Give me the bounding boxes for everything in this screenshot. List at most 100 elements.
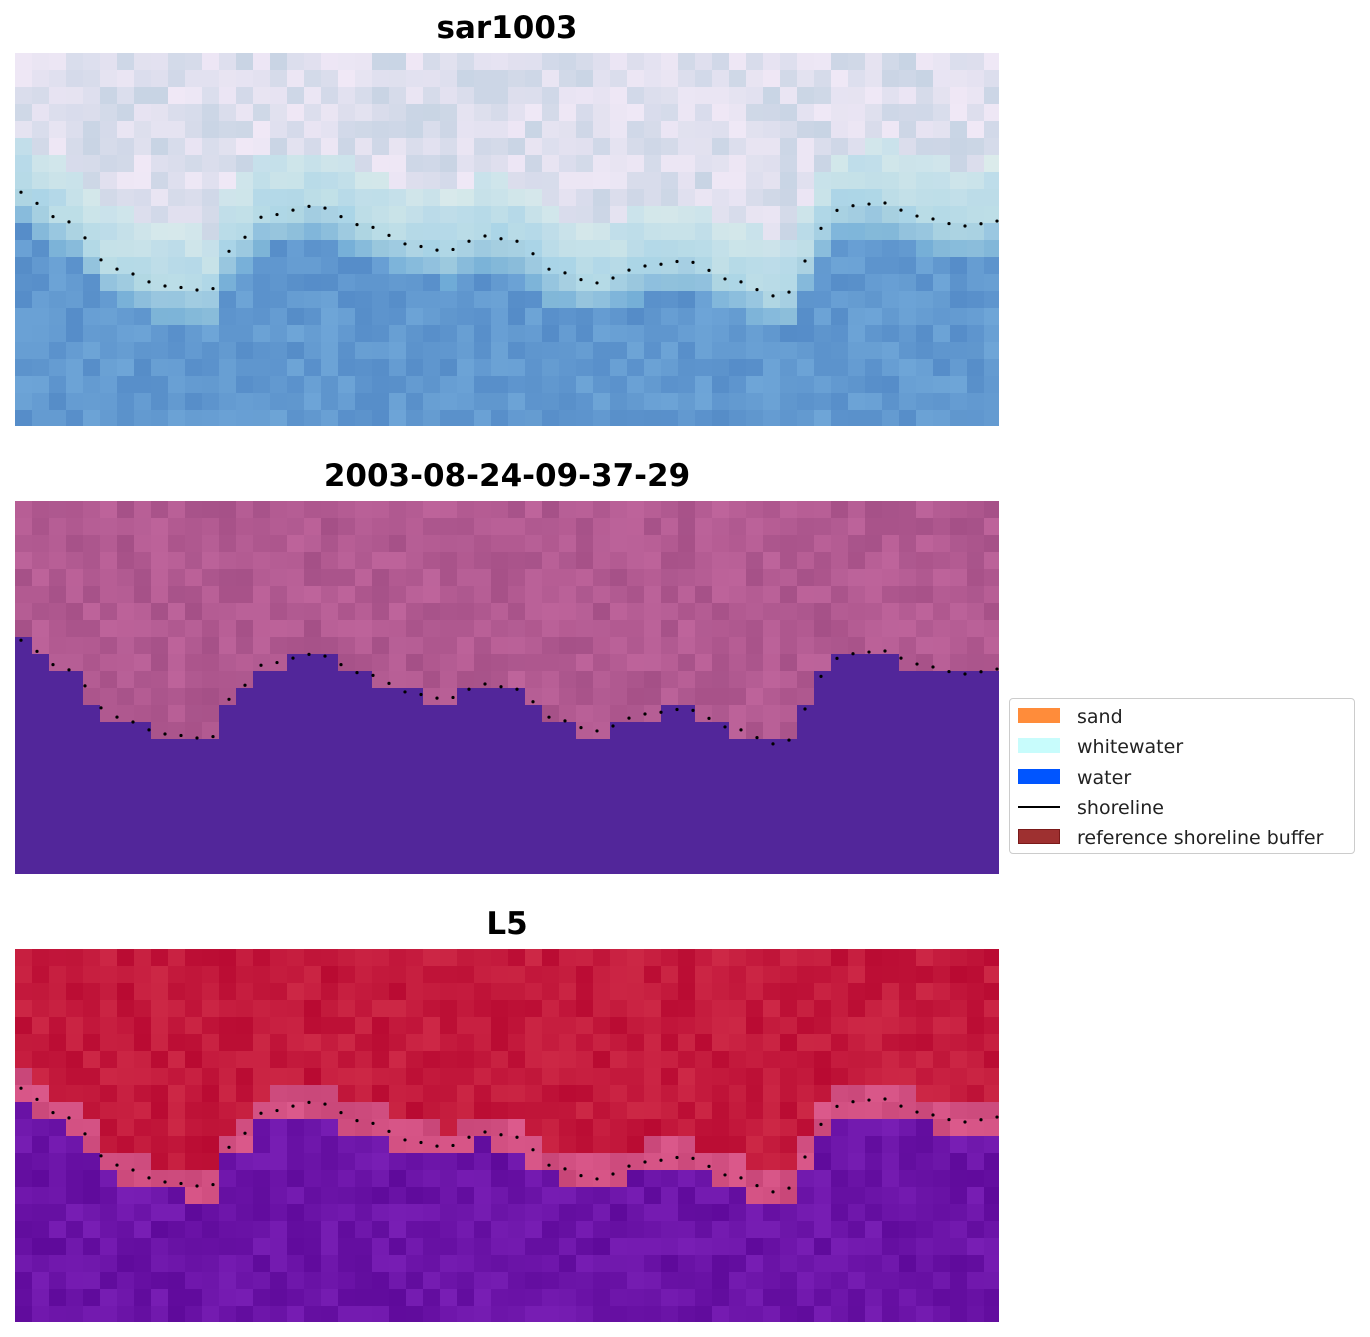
shoreline-point: [307, 204, 311, 208]
shoreline-point: [243, 235, 247, 239]
shoreline-point: [883, 649, 887, 653]
shoreline-point: [147, 1176, 151, 1180]
shoreline-point: [35, 649, 39, 653]
shoreline-point: [35, 201, 39, 205]
shoreline-point: [131, 720, 135, 724]
shoreline-point: [339, 1110, 343, 1115]
shoreline-point: [147, 280, 151, 284]
shoreline-point: [195, 1184, 199, 1188]
shoreline-point: [995, 1115, 999, 1119]
shoreline-point: [755, 736, 759, 740]
shoreline-point: [115, 715, 119, 719]
shoreline-point: [787, 738, 791, 742]
shoreline-point: [915, 1110, 919, 1114]
shoreline-point: [387, 233, 391, 238]
shoreline-point: [867, 1098, 871, 1102]
shoreline-point: [659, 262, 663, 266]
shoreline-point: [371, 1121, 375, 1125]
shoreline-point: [563, 271, 567, 275]
shoreline-point: [627, 268, 631, 272]
shoreline-point: [579, 1174, 583, 1178]
shoreline-point: [563, 719, 567, 723]
shoreline-point: [291, 208, 295, 212]
shoreline-point: [275, 660, 279, 665]
shoreline-point: [867, 650, 871, 654]
shoreline-point: [435, 248, 439, 252]
shoreline-point: [275, 1108, 279, 1113]
shoreline-point: [195, 288, 199, 292]
shoreline-point: [419, 692, 423, 697]
shoreline-point: [659, 1158, 663, 1162]
legend-item-water: water: [1010, 765, 1354, 789]
shoreline-point: [403, 242, 407, 246]
shoreline-point: [851, 204, 855, 208]
classification-map: [15, 501, 999, 874]
shoreline-point: [803, 259, 807, 263]
shoreline-point: [787, 290, 791, 294]
shoreline-point: [611, 1172, 615, 1176]
shoreline-point: [691, 260, 695, 264]
legend-item-sand: sand: [1010, 704, 1354, 728]
shoreline-point: [819, 226, 823, 230]
shoreline-point: [979, 222, 983, 226]
shoreline-point: [35, 1097, 39, 1101]
shoreline-point: [643, 1160, 647, 1164]
shoreline-point: [467, 1135, 471, 1139]
shoreline-point: [803, 1155, 807, 1159]
shoreline-point: [131, 272, 135, 276]
shoreline-point: [115, 1163, 119, 1167]
shoreline-point: [531, 700, 535, 704]
shoreline-point: [931, 217, 935, 221]
shoreline-point: [227, 697, 231, 701]
water-index-panel: [15, 949, 999, 1322]
shoreline-point: [595, 729, 599, 733]
shoreline-point: [979, 670, 983, 674]
legend: sand whitewater water shoreline referenc…: [1009, 698, 1355, 854]
shoreline-point: [515, 239, 519, 243]
shoreline-point: [211, 286, 215, 291]
shoreline-point: [499, 237, 503, 241]
shoreline-point: [755, 288, 759, 292]
legend-label-reference-buffer: reference shoreline buffer: [1077, 827, 1324, 849]
shoreline-point: [83, 236, 87, 240]
shoreline-point: [19, 638, 23, 642]
shoreline-point: [515, 687, 519, 691]
legend-swatch-whitewater: [1018, 738, 1060, 753]
legend-label-sand: sand: [1077, 706, 1123, 728]
shoreline-point: [483, 1130, 487, 1134]
shoreline-point: [579, 278, 583, 282]
shoreline-point: [195, 736, 199, 740]
shoreline-point: [51, 215, 55, 219]
legend-label-whitewater: whitewater: [1077, 736, 1184, 758]
shoreline-point: [627, 716, 631, 720]
shoreline-point: [243, 1131, 247, 1135]
shoreline-point: [707, 1164, 711, 1169]
shoreline-point: [531, 252, 535, 256]
shoreline-point: [227, 249, 231, 253]
shoreline-point: [451, 695, 455, 700]
shoreline-point: [739, 728, 743, 732]
shoreline-point: [819, 674, 823, 678]
shoreline-point: [483, 234, 487, 238]
legend-line-shoreline: [1018, 806, 1060, 808]
shoreline-point: [179, 1181, 183, 1186]
shoreline-point: [947, 221, 951, 226]
shoreline-point: [579, 726, 583, 730]
shoreline-point: [835, 656, 839, 660]
shoreline-point: [355, 223, 359, 227]
shoreline-point: [51, 663, 55, 667]
shoreline-point: [163, 732, 167, 736]
shoreline-point: [291, 1104, 295, 1108]
shoreline-point: [739, 280, 743, 284]
shoreline-point: [67, 1116, 71, 1120]
legend-label-shoreline: shoreline: [1077, 797, 1164, 819]
shoreline-point: [611, 276, 615, 280]
shoreline-point: [99, 1154, 103, 1158]
shoreline-point: [691, 1156, 695, 1160]
shoreline-point: [115, 267, 119, 271]
shoreline-point: [19, 190, 23, 194]
shoreline-point: [595, 281, 599, 285]
shoreline-point: [899, 656, 903, 660]
shoreline-point: [371, 673, 375, 677]
shoreline-point: [467, 687, 471, 691]
